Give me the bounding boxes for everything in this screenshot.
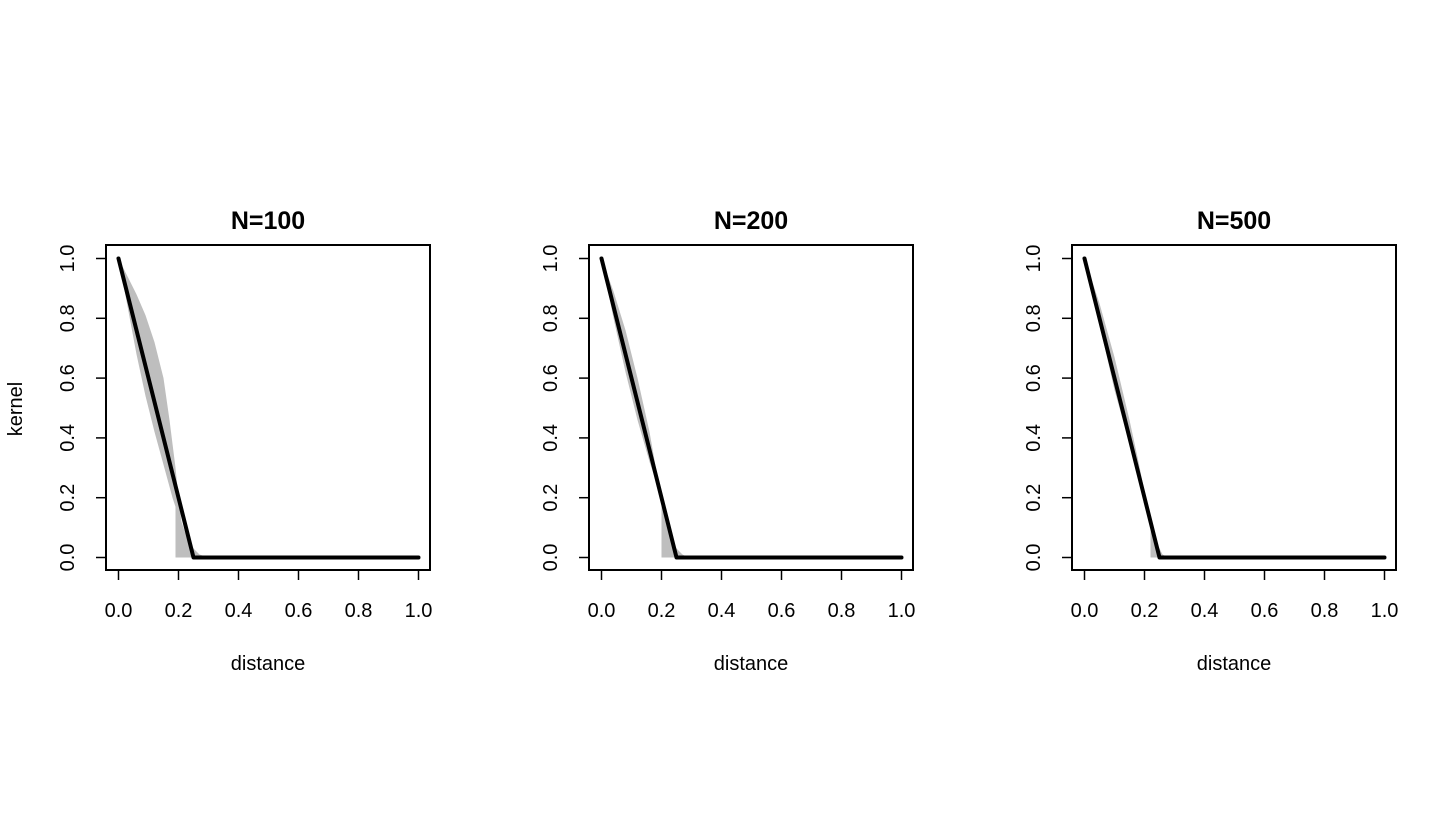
panel-title: N=500 [1197,207,1271,235]
panel-title: N=200 [714,207,788,235]
x-tick-label: 0.6 [285,600,313,622]
panels: N=100 0.0 0.2 0.4 0.6 0.8 1.0 0.0 0.2 0.4 0.6 0.8 1.… [57,207,1398,675]
y-tick-label: 0.4 [1023,424,1045,452]
x-axis-label: distance [714,653,789,675]
x-tick-label: 0.6 [768,600,796,622]
y-tick-label: 1.0 [57,245,79,273]
x-tick-label: 1.0 [405,600,433,622]
y-tick-label: 0.6 [540,364,562,392]
confidence-band [601,258,689,558]
kernel-line [116,256,421,560]
x-tick-label: 0.0 [105,600,133,622]
panel-3: N=500 0.0 0.2 0.4 0.6 0.8 1.0 0.0 0.2 0.4 0.6 0.8 1.… [1023,207,1398,675]
x-tick-label: 1.0 [888,600,916,622]
y-tick-label: 0.6 [1023,364,1045,392]
y-tick-label: 1.0 [540,245,562,273]
x-tick-label: 0.2 [165,600,193,622]
panel-2: N=200 0.0 0.2 0.4 0.6 0.8 1.0 0.0 0.2 0.4 0.6 0.8 1.… [540,207,915,675]
x-tick-label: 0.8 [1311,600,1339,622]
y-tick-label: 0.2 [1023,484,1045,512]
y-tick-label: 0.6 [57,364,79,392]
x-tick-label: 0.4 [708,600,736,622]
confidence-band [1084,258,1169,558]
y-tick-label: 1.0 [1023,245,1045,273]
x-tick-label: 0.8 [345,600,373,622]
confidence-band [118,258,209,558]
x-axis-label: distance [231,653,306,675]
x-tick-label: 0.4 [1191,600,1219,622]
y-tick-label: 0.4 [57,424,79,452]
y-tick-label: 0.0 [1023,544,1045,572]
x-tick-label: 0.6 [1251,600,1279,622]
y-tick-label: 0.0 [540,544,562,572]
shared-y-axis-label: kernel [5,382,27,436]
y-tick-label: 0.8 [57,304,79,332]
x-tick-label: 0.0 [1071,600,1099,622]
y-tick-label: 0.0 [57,544,79,572]
kernel-line [599,256,904,560]
y-tick-label: 0.4 [540,424,562,452]
panel-title: N=100 [231,207,305,235]
x-axis-label: distance [1197,653,1272,675]
panel-1: N=100 0.0 0.2 0.4 0.6 0.8 1.0 0.0 0.2 0.4 0.6 0.8 1.… [57,207,432,675]
x-tick-label: 0.4 [225,600,253,622]
x-tick-label: 0.0 [588,600,616,622]
x-tick-label: 0.8 [828,600,856,622]
kernel-line [1082,256,1387,560]
x-tick-label: 0.2 [1131,600,1159,622]
y-tick-label: 0.8 [540,304,562,332]
y-tick-label: 0.2 [540,484,562,512]
x-tick-label: 1.0 [1371,600,1399,622]
x-tick-label: 0.2 [648,600,676,622]
y-tick-label: 0.2 [57,484,79,512]
y-tick-label: 0.8 [1023,304,1045,332]
